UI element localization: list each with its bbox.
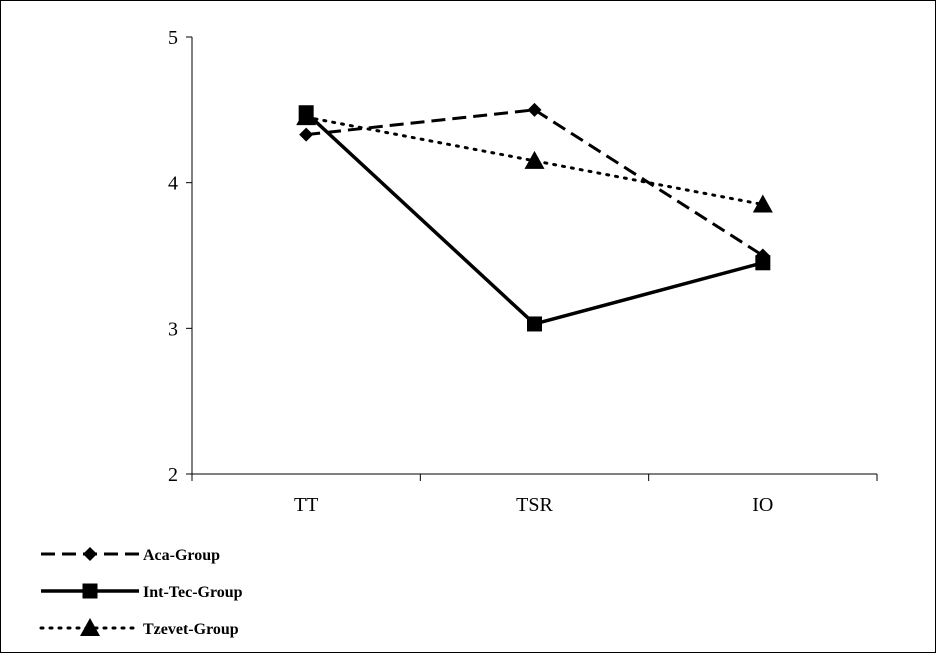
y-ticks: 2 3 4 5 bbox=[168, 27, 192, 486]
data-point bbox=[524, 150, 545, 169]
data-point bbox=[296, 107, 317, 126]
y-tick-label: 4 bbox=[168, 173, 178, 195]
series-tzevet-group bbox=[296, 107, 773, 213]
y-tick-label: 2 bbox=[168, 464, 178, 486]
series-line bbox=[304, 115, 765, 207]
legend-entry: Int-Tec-Group bbox=[41, 583, 243, 601]
series-aca-group bbox=[299, 102, 770, 263]
legend-entry: Tzevet-Group bbox=[39, 618, 239, 638]
series-int-tec-group bbox=[298, 105, 771, 332]
x-ticks: TT TSR IO bbox=[191, 474, 878, 516]
legend-label: Int-Tec-Group bbox=[143, 584, 243, 601]
data-point bbox=[752, 194, 773, 213]
legend-label: Tzevet-Group bbox=[143, 621, 239, 638]
data-point bbox=[527, 316, 542, 332]
y-tick-label: 3 bbox=[168, 318, 178, 340]
legend-marker bbox=[80, 618, 100, 636]
data-point bbox=[527, 102, 542, 117]
axes bbox=[191, 37, 877, 475]
series-layer bbox=[296, 102, 773, 332]
data-point bbox=[299, 127, 314, 142]
legend-marker bbox=[82, 583, 98, 599]
series-line bbox=[306, 108, 764, 257]
legend-entry: Aca-Group bbox=[41, 547, 220, 564]
y-tick-label: 5 bbox=[168, 27, 178, 49]
legend-marker bbox=[83, 547, 97, 561]
legend: Aca-Group Int-Tec-Group Tzevet-Group bbox=[39, 547, 243, 638]
legend-label: Aca-Group bbox=[143, 547, 220, 564]
series-line bbox=[304, 111, 764, 326]
x-tick-label: IO bbox=[752, 494, 773, 516]
x-tick-label: TT bbox=[294, 494, 318, 516]
data-point bbox=[755, 255, 771, 271]
x-tick-label: TSR bbox=[516, 494, 553, 516]
